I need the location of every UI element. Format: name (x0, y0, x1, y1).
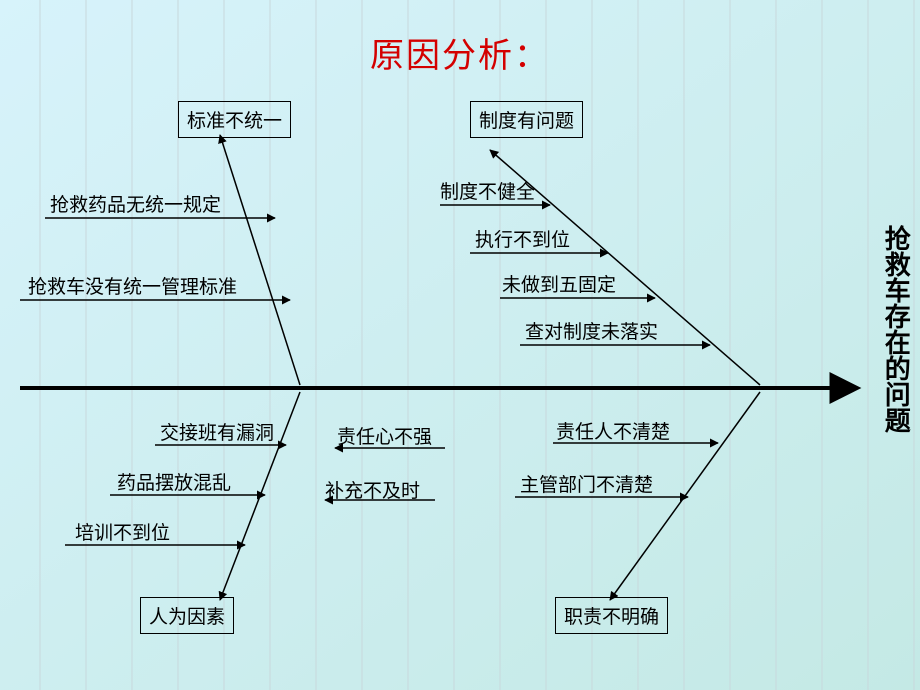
cause-label: 抢救药品无统一规定 (50, 190, 221, 217)
cause-label: 未做到五固定 (502, 270, 616, 297)
cause-label: 执行不到位 (475, 225, 570, 252)
cause-label: 责任人不清楚 (556, 417, 670, 444)
cause-label: 补充不及时 (325, 476, 420, 503)
cause-label: 制度不健全 (440, 177, 535, 204)
cause-label: 查对制度未落实 (525, 317, 658, 344)
category-box: 制度有问题 (470, 101, 583, 138)
cause-label: 药品摆放混乱 (117, 468, 231, 495)
cause-label: 交接班有漏洞 (160, 418, 274, 445)
cause-label: 抢救车没有统一管理标准 (28, 272, 237, 299)
cause-label: 培训不到位 (75, 518, 170, 545)
diagram-title: 原因分析： (370, 28, 550, 77)
fishbone-diagram: 原因分析： 抢救车存在的问题 标准不统一 制度有问题人为因素 职责不明确 抢救药品无统… (0, 0, 920, 690)
category-box: 人为因素 (140, 597, 234, 634)
category-box: 职责不明确 (555, 597, 668, 634)
cause-label: 责任心不强 (337, 422, 432, 449)
background (0, 0, 920, 690)
svg-canvas (0, 0, 920, 690)
cause-label: 主管部门不清楚 (520, 470, 653, 497)
category-box: 标准不统一 (178, 101, 291, 138)
effect-label: 抢救车存在的问题 (880, 225, 911, 433)
